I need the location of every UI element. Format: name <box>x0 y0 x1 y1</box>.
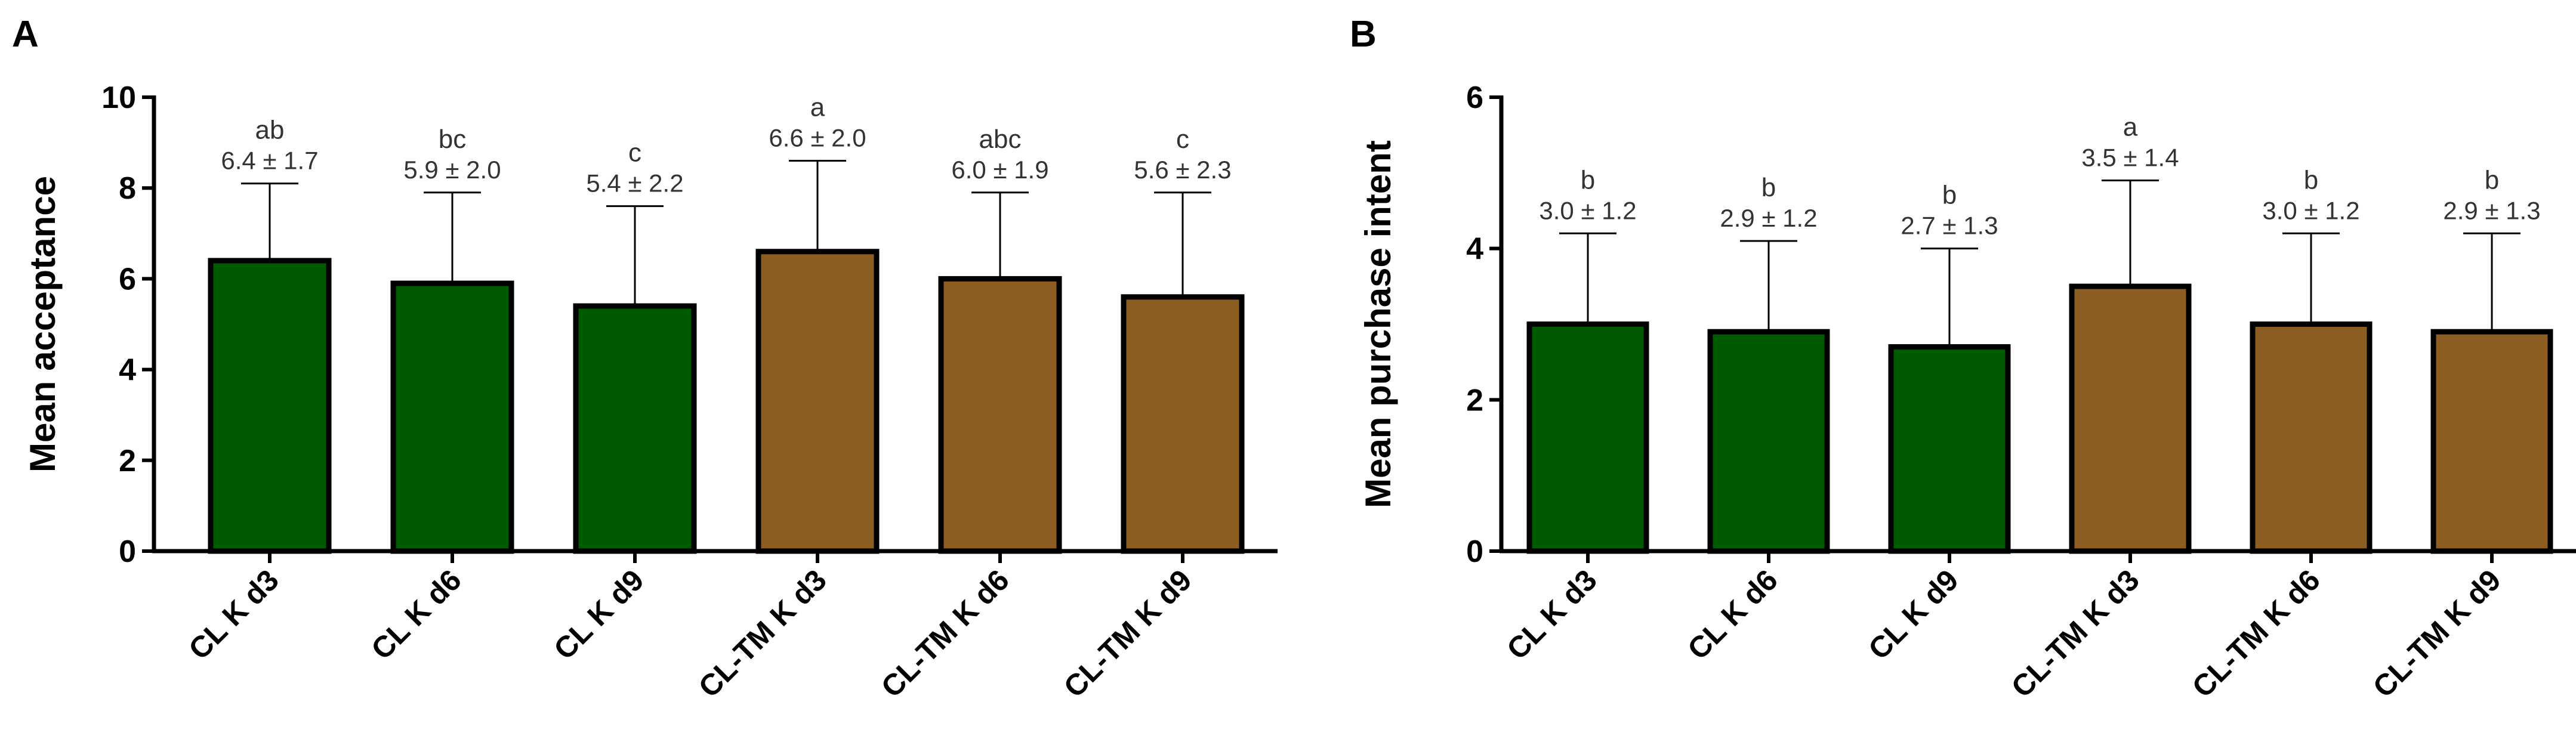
value-label: 6.0 ± 1.9 <box>951 156 1048 184</box>
y-tick-label: 4 <box>119 353 136 388</box>
value-label: 5.9 ± 2.0 <box>403 156 501 184</box>
bar <box>2250 321 2373 554</box>
x-tick-label: CL-TM K d6 <box>875 563 1016 704</box>
significance-letter: abc <box>979 125 1022 154</box>
panel-letter: B <box>1350 14 1377 55</box>
bar <box>1121 294 1245 554</box>
y-axis-title: Mean acceptance <box>23 176 63 472</box>
bar <box>1888 344 2011 554</box>
x-tick-label: CL-TM K d3 <box>692 563 833 704</box>
significance-letter: b <box>2304 165 2318 194</box>
panel-a: A Mean acceptance 6.4 ± 1.7ab CL K d3 5.9 ± … <box>12 14 1278 704</box>
bar <box>390 280 514 554</box>
value-label: 3.0 ± 1.2 <box>2262 196 2359 224</box>
y-tick-label: 0 <box>1466 534 1483 569</box>
y-tick-label: 10 <box>101 81 136 115</box>
significance-letter: bc <box>439 125 466 154</box>
bar <box>2069 283 2192 554</box>
y-tick-label: 2 <box>119 444 136 478</box>
bar <box>208 258 332 554</box>
significance-letter: b <box>1761 173 1776 202</box>
value-label: 3.5 ± 1.4 <box>2081 144 2179 172</box>
significance-letter: c <box>1176 125 1189 154</box>
x-tick-label: CL K d6 <box>365 563 468 666</box>
significance-letter: b <box>1942 181 1957 210</box>
significance-letter: a <box>2123 113 2138 142</box>
y-tick-label: 0 <box>119 534 136 569</box>
value-label: 6.6 ± 2.0 <box>769 124 866 152</box>
value-label: 5.6 ± 2.3 <box>1134 156 1231 184</box>
x-tick-label: CL K d6 <box>1681 563 1784 666</box>
significance-letter: a <box>810 93 825 122</box>
y-tick-label: 6 <box>1466 81 1483 115</box>
x-tick-label: CL-TM K d6 <box>2186 563 2327 704</box>
x-tick-label: CL-TM K d9 <box>1057 563 1198 704</box>
y-tick-label: 4 <box>1466 232 1483 267</box>
bar <box>755 249 880 554</box>
significance-letter: ab <box>255 116 285 145</box>
value-label: 2.7 ± 1.3 <box>1901 212 1998 240</box>
x-tick-label: CL-TM K d9 <box>2367 563 2507 704</box>
bar <box>1526 321 1649 554</box>
value-label: 5.4 ± 2.2 <box>586 169 683 197</box>
bar <box>573 303 697 554</box>
bar <box>938 276 1062 554</box>
y-axis-title: Mean purchase intent <box>1358 140 1398 508</box>
x-tick-label: CL K d3 <box>1500 563 1603 666</box>
panel-letter: A <box>12 14 39 55</box>
x-tick-label: CL K d9 <box>1862 563 1965 666</box>
value-label: 6.4 ± 1.7 <box>221 147 318 175</box>
significance-letter: b <box>1581 165 1595 194</box>
significance-letter: b <box>2485 165 2499 194</box>
x-tick-label: CL K d3 <box>182 563 285 666</box>
value-label: 2.9 ± 1.2 <box>1720 204 1817 232</box>
value-label: 3.0 ± 1.2 <box>1539 196 1636 224</box>
value-label: 2.9 ± 1.3 <box>2443 196 2540 224</box>
y-tick-label: 2 <box>1466 383 1483 418</box>
y-tick-label: 6 <box>119 262 136 296</box>
bar <box>2430 329 2553 554</box>
significance-letter: c <box>628 138 641 168</box>
x-tick-label: CL K d9 <box>547 563 650 666</box>
bar <box>1707 329 1830 554</box>
y-tick-label: 8 <box>119 171 136 206</box>
x-tick-label: CL-TM K d3 <box>2005 563 2146 704</box>
